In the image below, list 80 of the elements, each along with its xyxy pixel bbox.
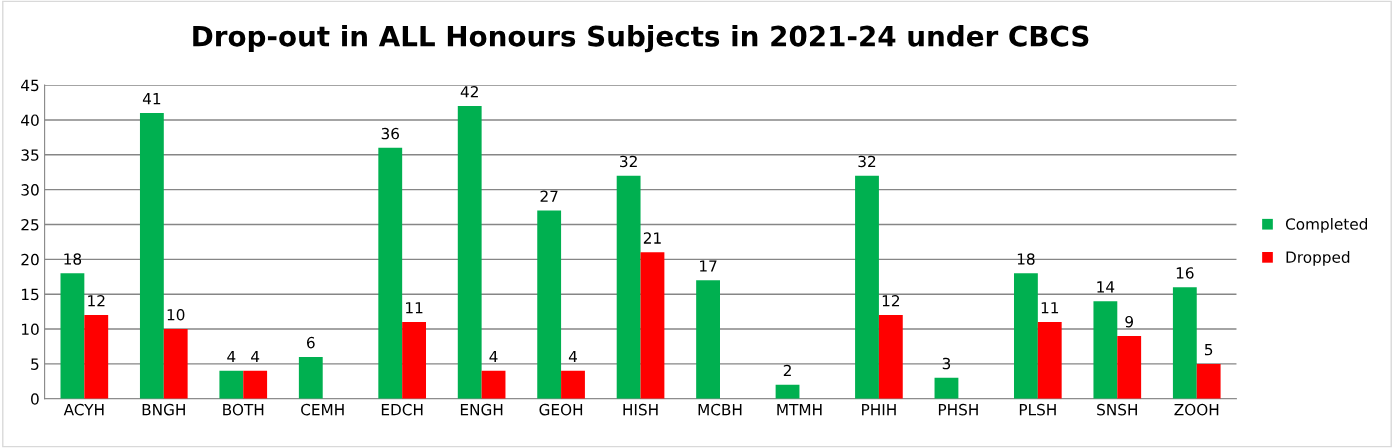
data-label: 27 <box>540 190 558 202</box>
x-tick-label: PHSH <box>938 403 978 416</box>
legend-label: Dropped <box>1286 251 1350 266</box>
bar <box>219 370 244 399</box>
data-label: 32 <box>620 155 637 168</box>
data-label: 42 <box>460 85 478 98</box>
x-tick-label: BNGH <box>142 403 185 416</box>
x-tick-label: BOTH <box>223 403 264 416</box>
y-tick-label: 45 <box>21 79 39 92</box>
data-label: 11 <box>406 302 423 314</box>
y-tick-label: 25 <box>21 218 39 231</box>
y-tick-label: 35 <box>21 149 39 161</box>
x-tick-label: ENGH <box>460 403 503 416</box>
x-tick-label: PHIH <box>862 404 896 416</box>
data-label: 16 <box>1176 267 1194 279</box>
x-tick-label: ZOOH <box>1174 403 1219 416</box>
bar <box>139 113 164 399</box>
x-tick-label: GEOH <box>539 403 583 416</box>
x-tick-label: HISH <box>623 403 658 416</box>
data-label: 36 <box>381 127 400 140</box>
bar <box>1172 287 1197 399</box>
data-label: 11 <box>1041 302 1059 314</box>
bar <box>457 106 482 399</box>
bar <box>640 252 665 399</box>
data-label: 9 <box>1125 315 1133 328</box>
bar <box>878 315 903 399</box>
x-tick-label: SNSH <box>1097 403 1137 416</box>
data-label: 17 <box>700 260 717 272</box>
bar <box>696 280 720 399</box>
data-label: 5 <box>1204 344 1213 356</box>
y-tick-label: 10 <box>21 323 39 336</box>
data-label: 6 <box>307 336 315 349</box>
bar <box>378 147 403 399</box>
y-tick-label: 0 <box>31 393 39 405</box>
data-label: 18 <box>64 253 82 265</box>
bar <box>402 322 427 399</box>
data-label: 2 <box>783 364 791 377</box>
bar <box>1093 301 1118 399</box>
data-label: 3 <box>942 357 951 370</box>
legend-label: Completed <box>1285 217 1367 233</box>
bar <box>163 329 188 399</box>
bar <box>1196 363 1221 399</box>
x-tick-label: CEMH <box>301 403 344 416</box>
bar <box>934 377 959 399</box>
x-tick-label: ACYH <box>63 403 104 416</box>
chart-title: Drop-out in ALL Honours Subjects in 2021-24 under CBCS <box>193 25 1089 53</box>
data-label: 32 <box>858 155 876 168</box>
y-tick-label: 40 <box>21 114 39 126</box>
bar <box>775 384 800 399</box>
bar <box>1014 273 1038 399</box>
bar <box>1117 336 1142 399</box>
y-tick-label: 5 <box>31 358 39 370</box>
bar <box>1037 322 1062 399</box>
data-label: 14 <box>1097 281 1115 293</box>
y-tick-label: 20 <box>21 253 39 266</box>
bar <box>561 370 585 399</box>
bar <box>243 370 268 399</box>
data-label: 21 <box>643 232 661 244</box>
bar <box>481 370 506 399</box>
x-tick-label: MCBH <box>698 403 742 416</box>
data-label: 41 <box>142 93 161 105</box>
bar <box>855 175 879 399</box>
x-tick-label: MTMH <box>777 404 822 416</box>
y-tick-label: 30 <box>21 184 39 196</box>
x-tick-label: PLSH <box>1019 403 1056 416</box>
bar <box>298 356 323 399</box>
bar <box>60 273 85 399</box>
bar <box>84 315 109 399</box>
bar <box>616 175 641 399</box>
x-tick-label: EDCH <box>381 403 423 416</box>
data-label: 10 <box>167 308 185 321</box>
bar <box>537 210 562 399</box>
y-tick-label: 15 <box>21 288 39 301</box>
data-label: 4 <box>227 350 236 363</box>
data-label: 18 <box>1017 253 1035 265</box>
data-label: 4 <box>489 350 498 363</box>
data-label: 12 <box>882 295 900 307</box>
data-label: 4 <box>568 350 578 363</box>
data-label: 12 <box>88 295 105 307</box>
data-label: 4 <box>251 350 260 363</box>
